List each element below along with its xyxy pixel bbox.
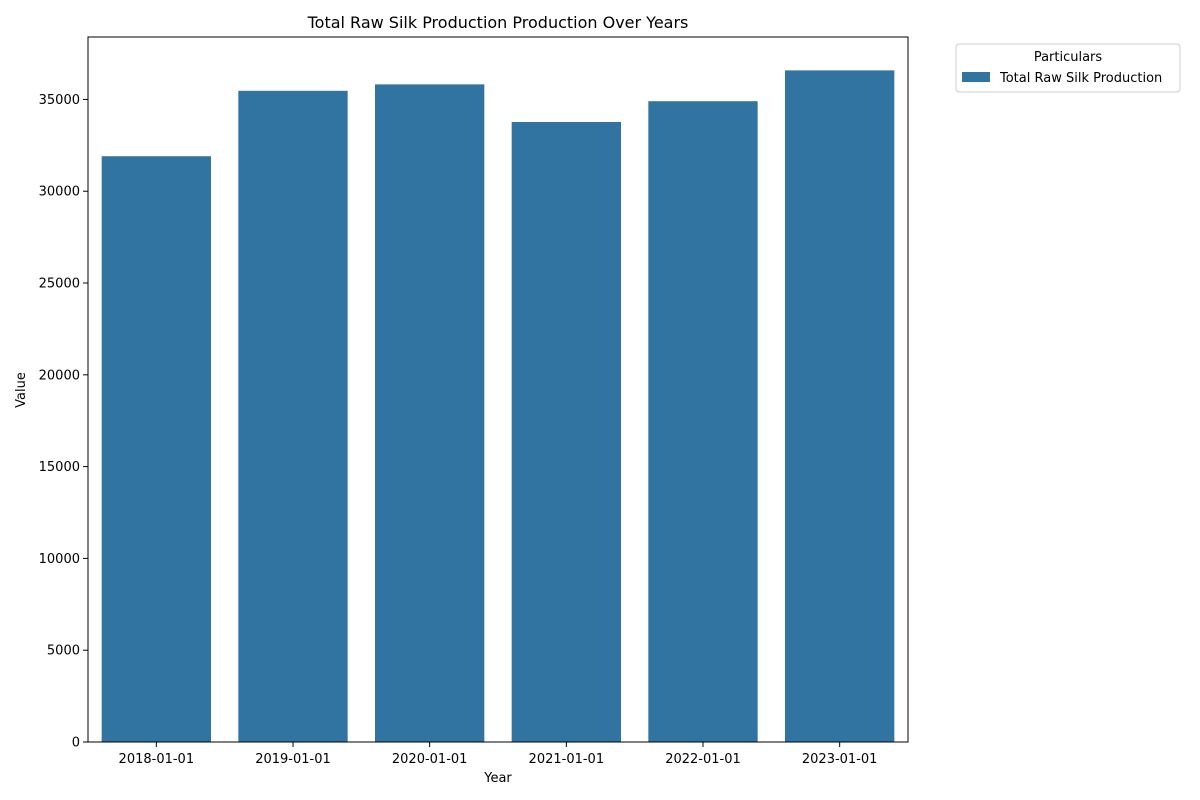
- y-tick-label: 15000: [39, 460, 80, 475]
- plot-frame: [87, 36, 909, 743]
- bar-2022-01-01: [648, 101, 758, 742]
- bar-2020-01-01: [375, 84, 485, 743]
- x-tick-label: 2019-01-01: [255, 752, 331, 767]
- x-tick-label: 2020-01-01: [392, 752, 468, 767]
- y-tick-label: 25000: [39, 277, 80, 292]
- x-axis-title: Year: [483, 771, 512, 786]
- bar-2021-01-01: [511, 122, 621, 742]
- chart-title: Total Raw Silk Production Production Ove…: [307, 13, 689, 32]
- x-tick-label: 2022-01-01: [665, 752, 741, 767]
- y-axis-title: Value: [14, 372, 29, 408]
- y-axis: 0 5000 10000 15000 20000 25000 30000 35000: [39, 93, 88, 751]
- y-tick-label: 35000: [39, 93, 80, 108]
- y-tick-label: 20000: [39, 368, 80, 383]
- legend-swatch: [962, 72, 990, 82]
- bar-2019-01-01: [238, 90, 348, 742]
- x-tick-label: 2021-01-01: [529, 752, 605, 767]
- y-tick-label: 0: [72, 736, 80, 751]
- legend: Particulars Total Raw Silk Production: [955, 43, 1181, 93]
- y-tick-label: 30000: [39, 185, 80, 200]
- bar-2018-01-01: [101, 156, 211, 743]
- legend-frame: [955, 43, 1181, 93]
- y-tick-label: 5000: [47, 644, 80, 659]
- bars-group: [101, 70, 895, 743]
- x-tick-label: 2023-01-01: [802, 752, 878, 767]
- x-tick-label: 2018-01-01: [119, 752, 195, 767]
- legend-label: Total Raw Silk Production: [999, 71, 1162, 86]
- x-axis: 2018-01-01 2019-01-01 2020-01-01 2021-01-01…: [119, 742, 878, 767]
- bar-2023-01-01: [785, 70, 895, 742]
- y-tick-label: 10000: [39, 552, 80, 567]
- legend-title: Particulars: [1034, 50, 1103, 65]
